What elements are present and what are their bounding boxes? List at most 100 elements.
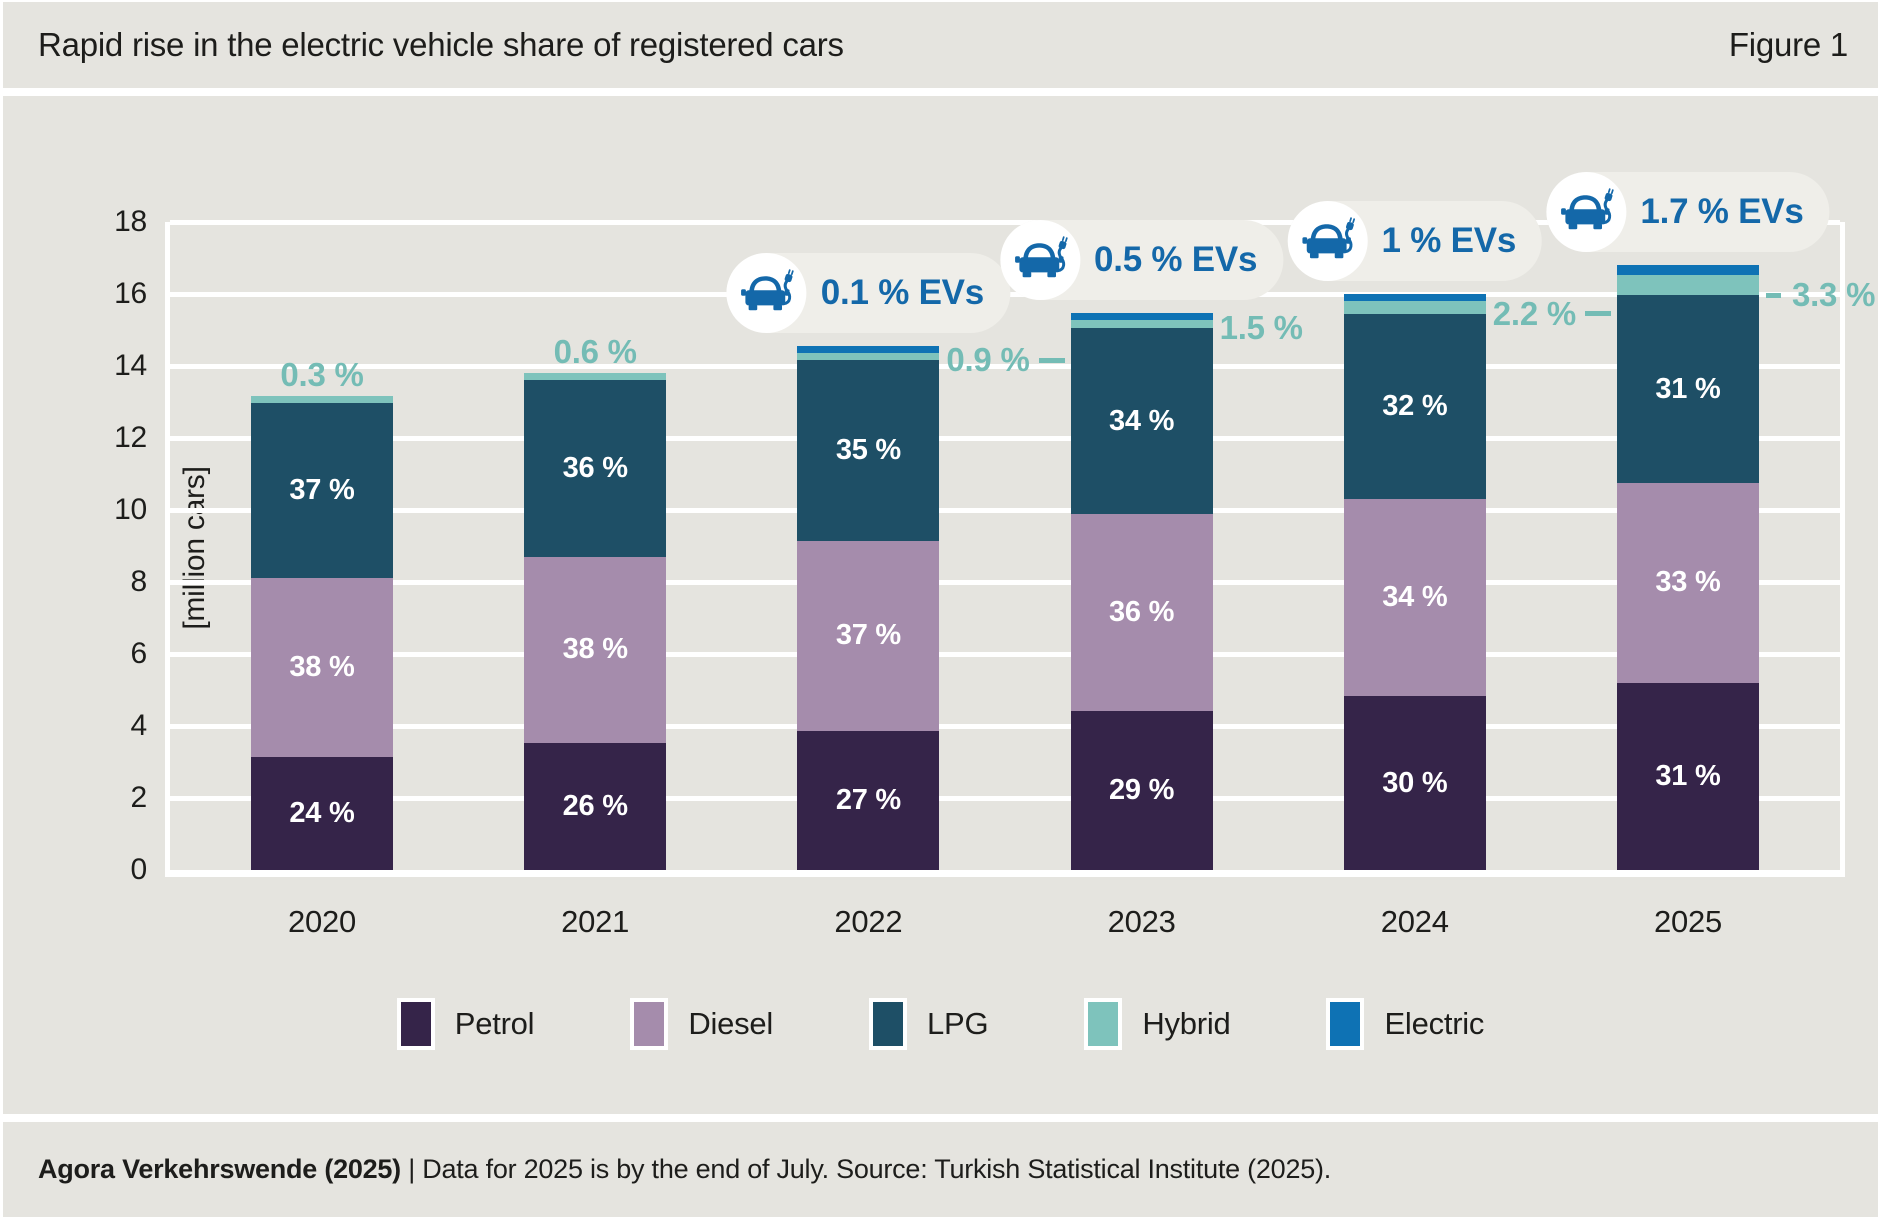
segment-value-label: 34 % bbox=[1382, 581, 1448, 614]
x-tick-label-2023: 2023 bbox=[1107, 904, 1176, 939]
segment-hybrid-2024 bbox=[1343, 300, 1486, 314]
page-title: Rapid rise in the electric vehicle share… bbox=[38, 26, 844, 63]
segment-value-label: 38 % bbox=[289, 650, 355, 683]
segment-petrol-2023: 29 % bbox=[1070, 711, 1213, 870]
gridline bbox=[170, 652, 1840, 657]
ev-icon-circle bbox=[726, 253, 807, 334]
legend-item-petrol: Petrol bbox=[396, 998, 535, 1050]
header-band: Rapid rise in the electric vehicle share… bbox=[3, 2, 1878, 88]
gridline bbox=[170, 436, 1840, 441]
gridline bbox=[170, 364, 1840, 369]
hybrid-leader-line bbox=[1038, 357, 1065, 363]
segment-value-label: 37 % bbox=[289, 473, 355, 506]
legend-label: LPG bbox=[927, 1006, 989, 1041]
segment-value-label: 26 % bbox=[562, 789, 628, 822]
segment-diesel-2020: 38 % bbox=[251, 577, 393, 757]
segment-value-label: 31 % bbox=[1655, 372, 1721, 405]
source-publisher: Agora Verkehrswende (2025) bbox=[38, 1154, 401, 1184]
x-tick-label-2025: 2025 bbox=[1653, 904, 1722, 939]
segment-petrol-2021: 26 % bbox=[524, 742, 667, 870]
hybrid-share-text: 2.2 % bbox=[1492, 294, 1576, 332]
segment-diesel-2024: 34 % bbox=[1343, 499, 1486, 697]
segment-hybrid-2023 bbox=[1070, 320, 1213, 329]
figure-number-label: Figure 1 bbox=[1728, 26, 1848, 63]
hybrid-leader-line bbox=[1584, 311, 1611, 317]
ev-icon-circle bbox=[1546, 172, 1627, 253]
x-tick-label-2021: 2021 bbox=[561, 904, 630, 939]
legend-swatch-petrol bbox=[396, 998, 435, 1050]
segment-lpg-2025: 31 % bbox=[1617, 295, 1759, 483]
hybrid-share-label: 3.3 % bbox=[1766, 276, 1875, 314]
hybrid-share-text: 3.3 % bbox=[1792, 276, 1876, 314]
legend-label: Petrol bbox=[454, 1006, 535, 1041]
segment-lpg-2020: 37 % bbox=[251, 403, 393, 578]
segment-lpg-2023: 34 % bbox=[1070, 328, 1213, 515]
ev-icon-circle bbox=[1287, 200, 1368, 281]
x-tick-label-2024: 2024 bbox=[1380, 904, 1449, 939]
segment-petrol-2020: 24 % bbox=[251, 756, 393, 870]
legend-item-hybrid: Hybrid bbox=[1084, 998, 1231, 1050]
segment-value-label: 27 % bbox=[835, 783, 901, 816]
hybrid-share-label: 1.5 % bbox=[1220, 309, 1303, 347]
ev-share-label: 0.5 % EVs bbox=[1093, 240, 1258, 280]
segment-value-label: 31 % bbox=[1655, 759, 1721, 792]
segment-value-label: 36 % bbox=[562, 452, 628, 485]
footer-band: Agora Verkehrswende (2025) | Data for 20… bbox=[3, 1122, 1878, 1217]
legend-item-lpg: LPG bbox=[869, 998, 989, 1050]
ev-callout: 1.7 % EVs bbox=[1546, 172, 1830, 253]
segment-lpg-2021: 36 % bbox=[524, 380, 667, 557]
segment-petrol-2022: 27 % bbox=[797, 731, 940, 870]
segment-diesel-2021: 38 % bbox=[524, 556, 667, 743]
y-tick-label: 2 bbox=[130, 781, 148, 814]
segment-value-label: 36 % bbox=[1109, 596, 1175, 629]
gridline bbox=[170, 508, 1840, 513]
legend-label: Diesel bbox=[688, 1006, 774, 1041]
segment-value-label: 35 % bbox=[835, 433, 901, 466]
gridline bbox=[170, 580, 1840, 585]
segment-value-label: 24 % bbox=[289, 796, 355, 829]
bar-2021: 36 % 38 % 26 % bbox=[524, 373, 667, 870]
segment-electric-2024 bbox=[1343, 293, 1486, 301]
segment-diesel-2023: 36 % bbox=[1070, 514, 1213, 712]
gridline bbox=[170, 796, 1840, 801]
legend-swatch-diesel bbox=[630, 998, 669, 1050]
bar-2022: 35 % 37 % 27 % bbox=[797, 346, 940, 870]
y-axis-title: [million cars] bbox=[178, 466, 211, 630]
segment-value-label: 32 % bbox=[1382, 389, 1448, 422]
segment-value-label: 34 % bbox=[1109, 404, 1175, 437]
ev-callout: 1 % EVs bbox=[1287, 200, 1543, 281]
ev-car-plug-icon bbox=[1302, 217, 1355, 259]
segment-diesel-2022: 37 % bbox=[797, 540, 940, 731]
segment-petrol-2024: 30 % bbox=[1343, 696, 1486, 870]
segment-lpg-2024: 32 % bbox=[1343, 313, 1486, 500]
y-tick-label: 10 bbox=[114, 493, 147, 526]
hybrid-share-label: 0.6 % bbox=[553, 333, 637, 371]
x-tick-label-2022: 2022 bbox=[834, 904, 903, 939]
segment-electric-2022 bbox=[797, 346, 940, 354]
stacked-bar-plot-area: [million cars] 0 2 4 6 8 10 12 14 16 18 37 % 38 % 24… bbox=[114, 172, 1875, 939]
segment-lpg-2022: 35 % bbox=[797, 360, 940, 541]
segment-diesel-2025: 33 % bbox=[1617, 482, 1759, 683]
ev-car-plug-icon bbox=[741, 269, 795, 311]
ev-callout: 0.1 % EVs bbox=[726, 253, 1010, 334]
y-tick-label: 8 bbox=[130, 565, 148, 598]
y-tick-label: 0 bbox=[130, 853, 148, 886]
segment-hybrid-2025 bbox=[1617, 275, 1759, 296]
segment-value-label: 38 % bbox=[562, 633, 628, 666]
ev-share-label: 0.1 % EVs bbox=[820, 273, 984, 313]
chart-band: [million cars] 0 2 4 6 8 10 12 14 16 18 37 % 38 % 24… bbox=[3, 96, 1878, 1114]
bar-2023: 34 % 36 % 29 % bbox=[1070, 313, 1213, 870]
segment-electric-2023 bbox=[1070, 313, 1213, 321]
ev-share-label: 1 % EVs bbox=[1381, 220, 1517, 260]
y-tick-label: 18 bbox=[114, 205, 147, 238]
ev-share-label: 1.7 % EVs bbox=[1640, 192, 1804, 232]
x-axis-line bbox=[165, 870, 1845, 877]
segment-hybrid-2020 bbox=[251, 396, 393, 404]
source-details: | Data for 2025 is by the end of July. S… bbox=[400, 1154, 1332, 1184]
hybrid-share-text: 0.9 % bbox=[946, 341, 1030, 379]
y-tick-label: 12 bbox=[114, 421, 147, 454]
ev-icon-circle bbox=[999, 220, 1080, 301]
segment-value-label: 30 % bbox=[1382, 766, 1448, 799]
legend-swatch-hybrid bbox=[1084, 998, 1123, 1050]
